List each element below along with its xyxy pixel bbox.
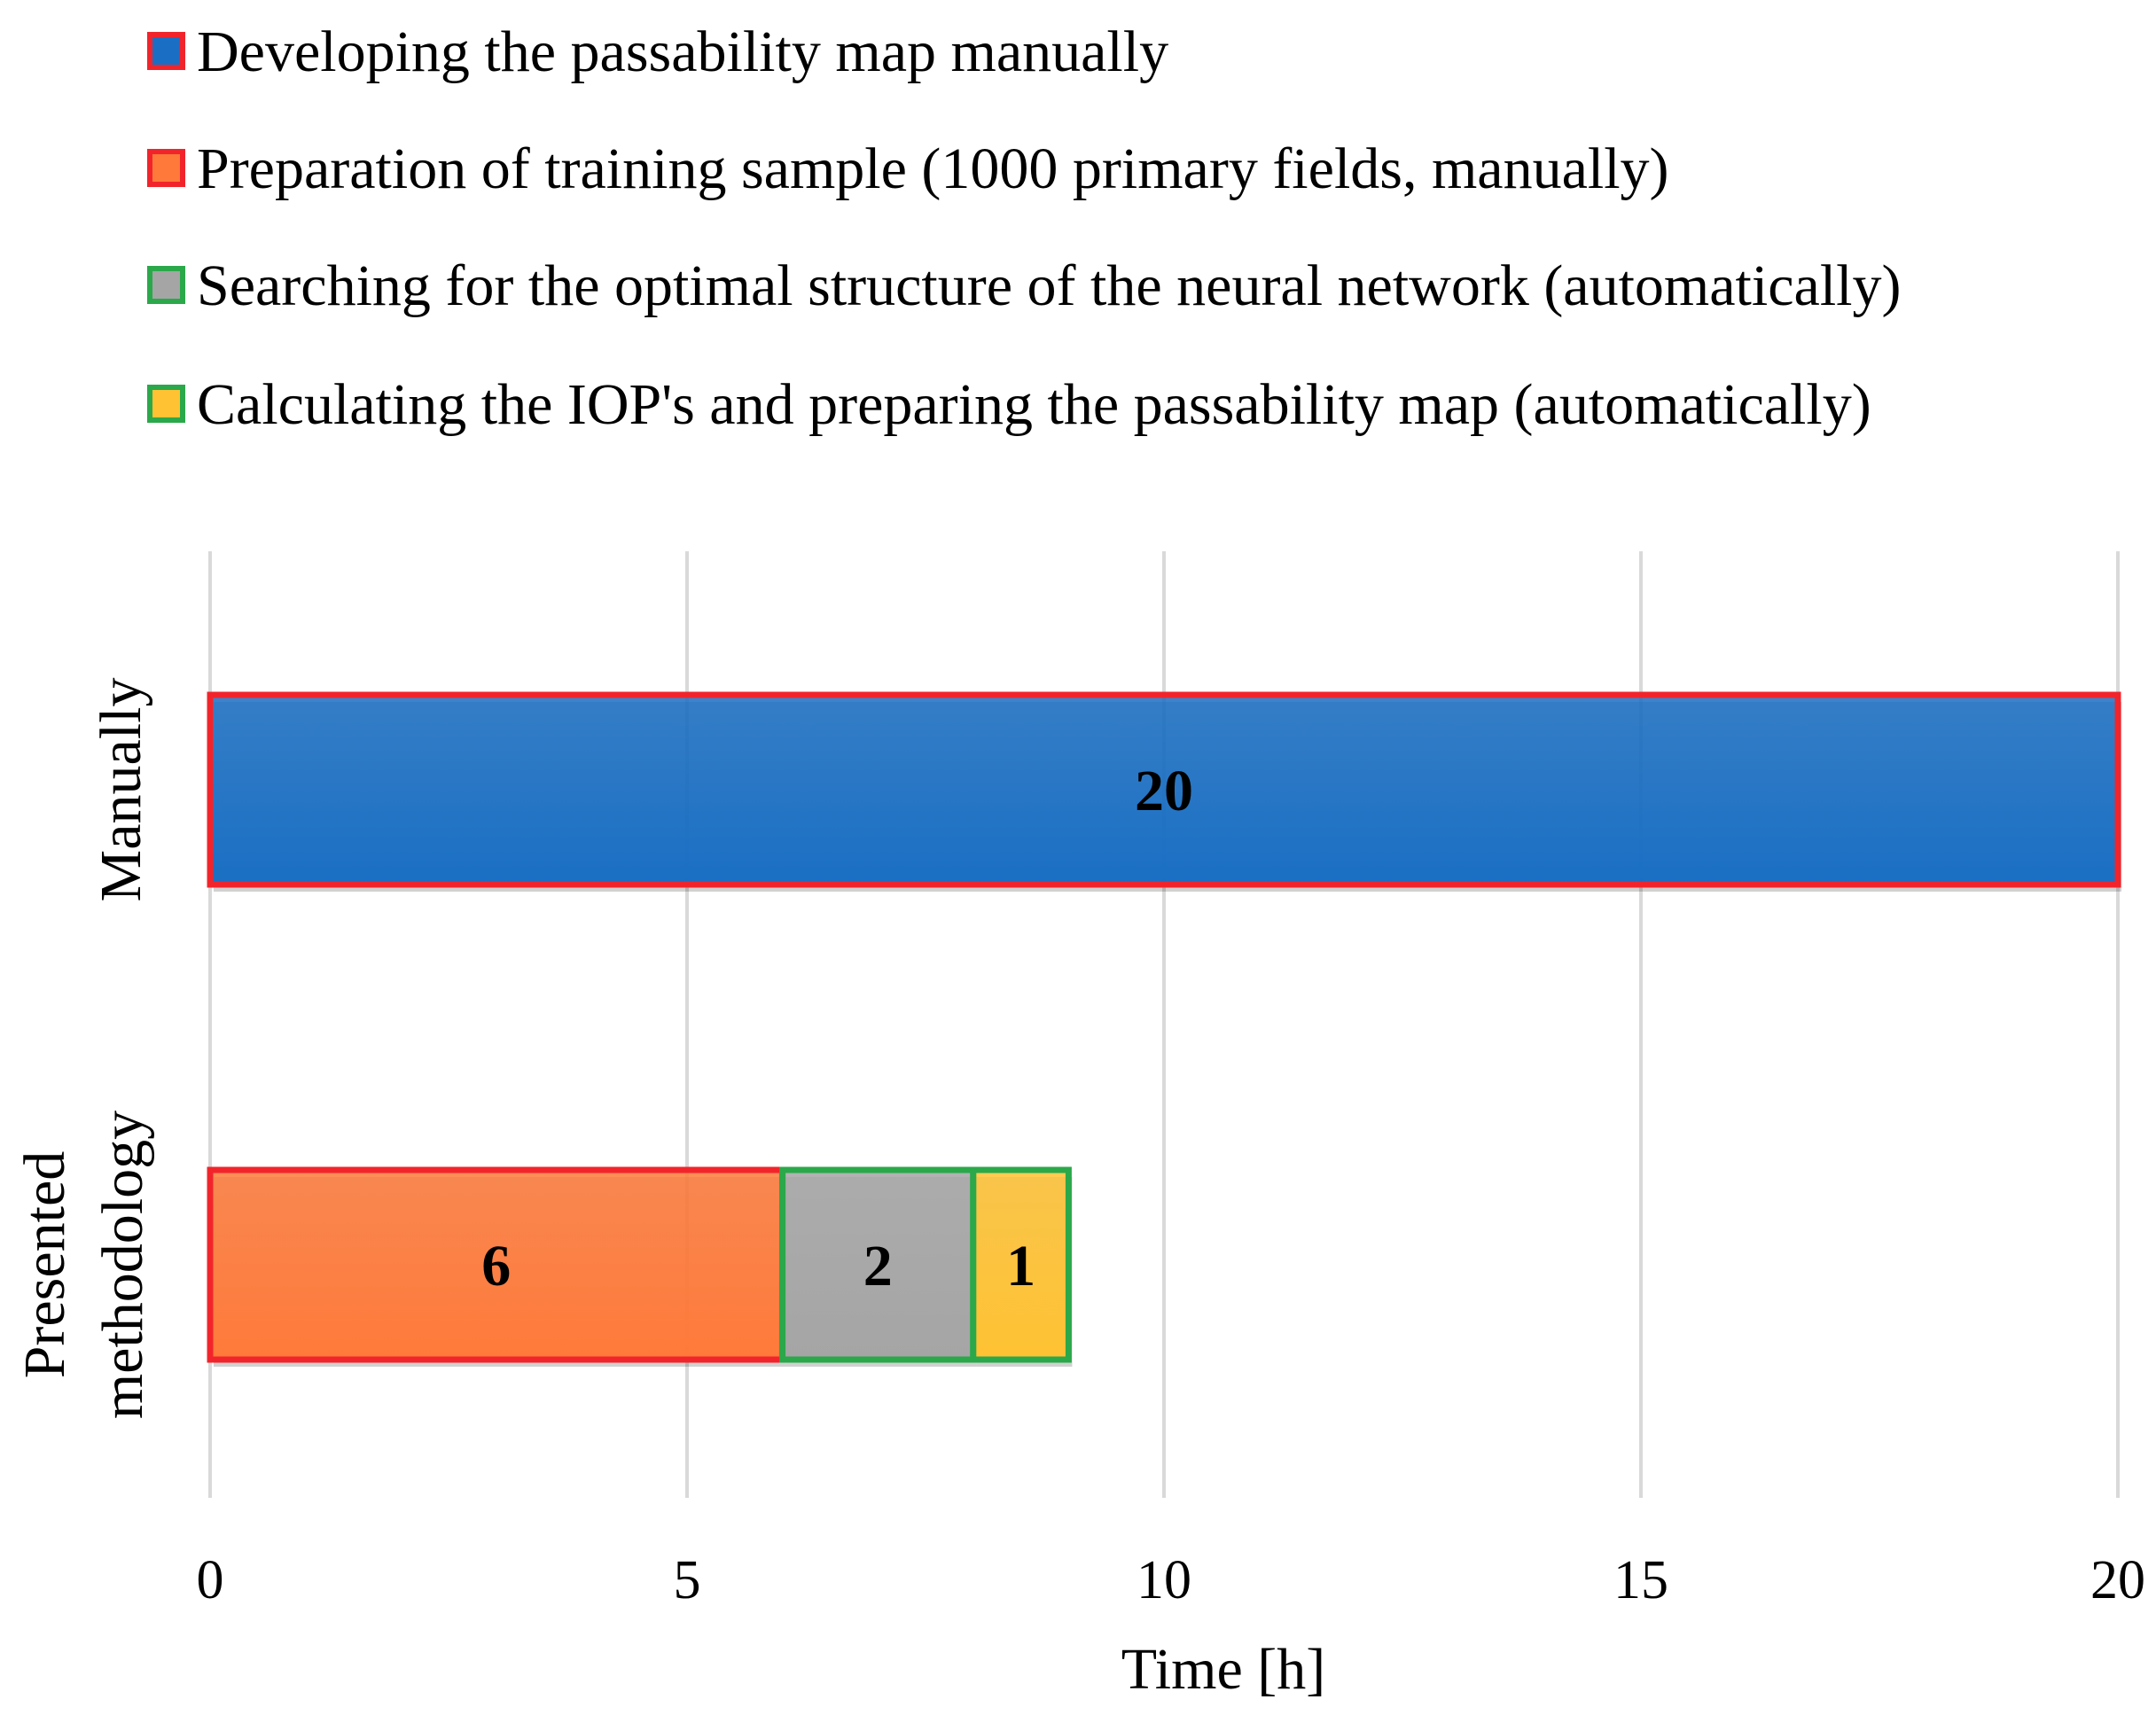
x-tick-label: 10 xyxy=(1137,1550,1191,1610)
x-tick-label: 20 xyxy=(2090,1550,2145,1610)
legend-item-label: Calculating the IOP's and preparing the … xyxy=(197,372,1871,437)
legend-swatch xyxy=(147,385,185,423)
bar-segment xyxy=(207,691,2121,888)
category-label: Presented methodology xyxy=(12,1111,155,1419)
bar-segment xyxy=(970,1166,1072,1363)
bar-data-label: 6 xyxy=(481,1234,511,1298)
legend-item-label: Developing the passability map manually xyxy=(197,19,1168,84)
bar-segment xyxy=(779,1166,977,1363)
legend-swatch xyxy=(147,149,185,187)
x-tick-label: 5 xyxy=(674,1550,701,1610)
legend-swatch xyxy=(147,266,185,304)
category-axis: Manually Presented methodology xyxy=(12,678,155,1420)
x-axis: 0 5 10 15 20 xyxy=(197,1550,2146,1610)
bars: 20 6 2 1 xyxy=(207,691,2121,1367)
x-tick-label: 0 xyxy=(197,1550,224,1610)
category-label: Manually xyxy=(89,678,153,902)
bar-data-label: 1 xyxy=(1006,1234,1035,1298)
legend-item-label: Searching for the optimal structure of t… xyxy=(197,253,1901,318)
bar-data-label: 2 xyxy=(863,1234,893,1298)
legend-swatch xyxy=(147,32,185,70)
x-tick-label: 15 xyxy=(1613,1550,1668,1610)
x-axis-title: Time [h] xyxy=(1121,1637,1325,1702)
bar-data-label: 20 xyxy=(1135,759,1193,823)
legend: Developing the passability map manually P… xyxy=(147,19,1901,437)
legend-item-label: Preparation of training sample (1000 pri… xyxy=(197,136,1669,201)
